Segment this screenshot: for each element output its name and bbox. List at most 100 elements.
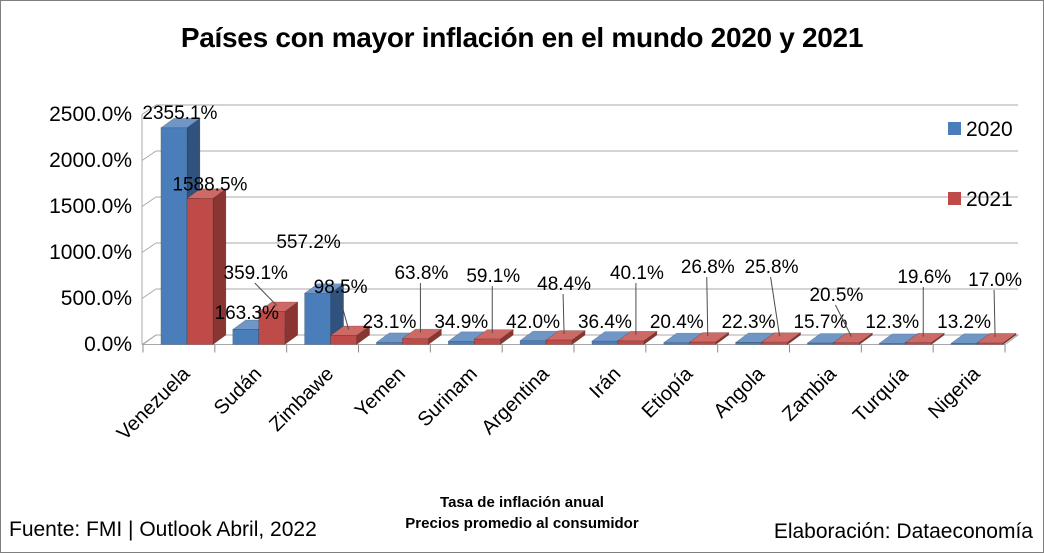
y-axis-depth-tick-1	[141, 288, 157, 299]
bar-2021-zambia-front	[833, 342, 860, 345]
category-label-yemen: Yemen	[351, 363, 410, 422]
bar-2021-venezuela-front	[186, 198, 214, 345]
category-label-zimbawe: Zimbawe	[265, 363, 338, 436]
data-label-2020-angola: 22.3%	[722, 312, 776, 333]
data-label-2020-iran: 36.4%	[578, 312, 632, 333]
bar-2020-zambia-front	[807, 342, 834, 345]
chart-title: Países con mayor inflación en el mundo 2…	[180, 22, 864, 53]
credit-note: Elaboración: Dataeconomía	[773, 520, 1033, 543]
data-label-2020-venezuela: 2355.1%	[142, 103, 217, 124]
leader-line-zimbawe	[339, 296, 350, 330]
bar-2020-yemen-front	[376, 342, 403, 345]
bar-2021-yemen	[401, 328, 443, 346]
source-note: Fuente: FMI | Outlook Abril, 2022	[9, 518, 317, 541]
data-label-2021-angola: 25.8%	[745, 257, 799, 278]
leader-line-etiopia	[706, 276, 709, 337]
data-label-2021-yemen: 63.8%	[394, 263, 448, 284]
data-label-2021-sudan: 359.1%	[224, 263, 289, 284]
data-label-2020-yemen: 23.1%	[362, 312, 416, 333]
bar-2021-zimbawe-front	[330, 335, 357, 345]
bar-2021-yemen-front	[402, 338, 429, 345]
bar-2020-surinam-front	[447, 340, 475, 345]
data-label-2021-argentina: 48.4%	[537, 274, 591, 295]
bar-2020-zimbawe-front	[304, 292, 331, 345]
chart-subtitle: Tasa de inflación anual Precios promedio…	[1, 492, 1043, 536]
y-axis-label-5: 2500.0%	[49, 103, 132, 126]
data-label-2020-zambia: 15.7%	[793, 312, 847, 333]
bar-2020-nigeria-front	[950, 342, 978, 345]
data-label-2021-surinam: 59.1%	[466, 266, 520, 287]
bar-2021-argentina	[545, 329, 587, 346]
legend-swatch-2020	[948, 122, 961, 135]
data-label-2021-venezuela: 1588.5%	[172, 174, 247, 195]
legend-label-2020: 2020	[966, 118, 1013, 141]
bar-2020-angola-front	[735, 342, 762, 345]
bar-2021-etiopia-front	[689, 341, 717, 345]
bar-2021-sudan	[257, 301, 299, 346]
bar-2021-turquia-front	[904, 342, 932, 345]
bar-2020-argentina-front	[519, 340, 547, 345]
bar-2021-sudan-front	[258, 311, 286, 345]
data-label-2020-argentina: 42.0%	[506, 312, 560, 333]
bar-2021-surinam	[473, 328, 515, 346]
bar-2021-argentina-front	[545, 339, 573, 345]
bar-2021-zambia	[832, 332, 874, 346]
y-axis-label-0: 0.0%	[84, 333, 132, 356]
leader-line-argentina	[562, 293, 565, 335]
data-label-2020-sudan: 163.3%	[215, 303, 280, 324]
leader-line-angola	[770, 276, 781, 337]
bar-2021-zimbawe	[329, 325, 371, 346]
data-label-2021-zimbawe: 98.5%	[314, 277, 368, 298]
bar-2021-etiopia	[688, 331, 730, 346]
category-label-iran: Irán	[586, 363, 626, 403]
category-label-etiopia: Etiopía	[638, 362, 698, 422]
bar-2020-venezuela-front	[160, 127, 188, 345]
data-label-2020-nigeria: 13.2%	[937, 312, 991, 333]
bar-2021-iran	[616, 330, 658, 346]
bar-2021-turquia	[904, 332, 946, 346]
y-axis-label-1: 500.0%	[61, 287, 132, 310]
data-label-2020-etiopia: 20.4%	[650, 312, 704, 333]
category-label-surinam: Surinam	[414, 363, 482, 431]
bar-2021-angola-front	[761, 341, 788, 345]
category-label-nigeria: Nigeria	[924, 362, 985, 423]
subtitle-line-1: Tasa de inflación anual	[440, 493, 604, 511]
bar-2021-venezuela	[185, 188, 227, 346]
bar-2021-angola	[760, 332, 802, 346]
data-label-2020-turquia: 12.3%	[865, 312, 919, 333]
y-axis-depth-tick-0	[141, 334, 157, 345]
y-axis-depth-tick-5	[141, 104, 157, 115]
subtitle-line-2: Precios promedio al consumidor	[405, 515, 639, 533]
y-axis-depth-tick-3	[141, 196, 157, 207]
bar-2021-surinam-front	[473, 338, 501, 345]
y-axis-depth-tick-4	[141, 150, 157, 161]
data-label-2021-turquia: 19.6%	[897, 267, 951, 288]
legend-label-2021: 2021	[966, 188, 1013, 211]
category-label-sudan: Sudán	[210, 363, 266, 419]
data-label-2021-zambia: 20.5%	[809, 285, 863, 306]
bar-2020-etiopia-front	[663, 342, 691, 345]
y-axis-label-2: 1000.0%	[49, 241, 132, 264]
bar-2021-iran-front	[617, 340, 645, 345]
data-label-2021-etiopia: 26.8%	[681, 257, 735, 278]
data-label-2020-surinam: 34.9%	[434, 312, 488, 333]
bar-2020-turquia-front	[878, 343, 906, 345]
y-axis-depth-tick-2	[141, 242, 157, 253]
legend-item-2021: 2021	[948, 188, 1013, 211]
category-label-venezuela: Venezuela	[113, 362, 195, 444]
bar-2020-iran-front	[591, 340, 619, 345]
data-label-2020-zimbawe: 557.2%	[276, 232, 341, 253]
category-label-zambia: Zambia	[778, 362, 841, 425]
bar-2020-zimbawe	[303, 283, 345, 346]
data-label-2021-iran: 40.1%	[610, 263, 664, 284]
bar-2021-nigeria-front	[976, 342, 1004, 345]
data-label-2021-nigeria: 17.0%	[968, 270, 1022, 291]
legend-swatch-2021	[948, 192, 961, 205]
category-label-argentina: Argentina	[478, 362, 555, 439]
category-label-turquia: Turquía	[849, 362, 913, 426]
bar-2021-nigeria	[976, 332, 1018, 346]
leader-line-sudan	[254, 282, 278, 306]
leader-line-nigeria	[993, 289, 996, 337]
